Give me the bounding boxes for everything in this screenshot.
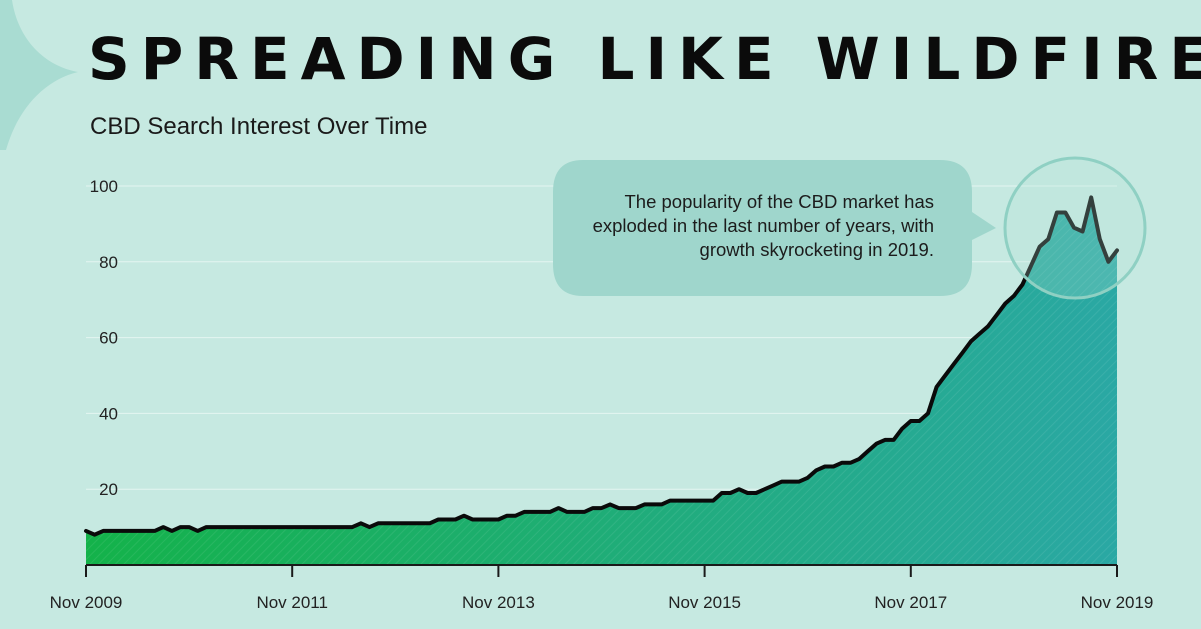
page-subtitle: CBD Search Interest Over Time	[90, 113, 428, 140]
x-tick-label: Nov 2015	[668, 593, 741, 612]
series-line	[84, 195, 1119, 537]
y-tick-label: 80	[99, 253, 118, 272]
x-tick-label: Nov 2009	[50, 593, 123, 612]
x-tick-label: Nov 2019	[1081, 593, 1154, 612]
y-tick-label: 100	[90, 177, 118, 196]
y-tick-label: 40	[99, 404, 118, 423]
x-tick-label: Nov 2011	[256, 593, 328, 612]
x-axis: Nov 2009 Nov 2011 Nov 2013 Nov 2015 Nov 2017…	[50, 564, 1154, 612]
x-tick-label: Nov 2017	[874, 593, 947, 612]
y-tick-label: 20	[99, 480, 118, 499]
y-axis-ticks: 20 40 60 80 100	[90, 177, 118, 499]
y-tick-label: 60	[99, 329, 118, 348]
callout-text: The popularity of the CBD market has exp…	[592, 191, 934, 260]
callout-bubble	[553, 160, 996, 296]
peak-highlight-circle	[1003, 156, 1147, 300]
x-tick-label: Nov 2013	[462, 593, 535, 612]
corner-decoration	[0, 0, 78, 150]
page-title: SPREADING LIKE WILDFIRE	[88, 25, 1201, 93]
area-hatch	[86, 197, 1117, 565]
